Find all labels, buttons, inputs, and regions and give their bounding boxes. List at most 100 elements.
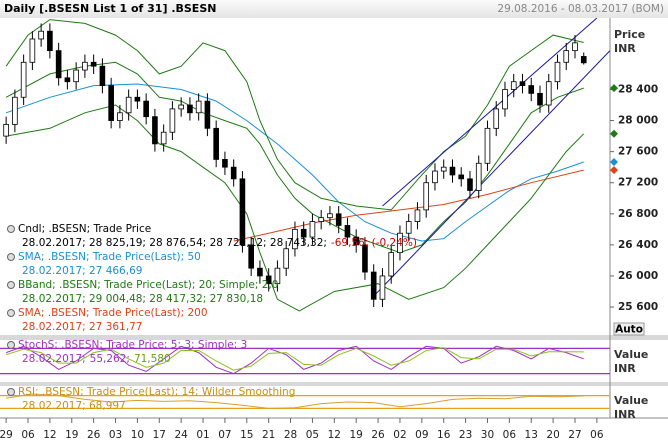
legend-title: SMA; .BSESN; Trade Price(Last); 200 — [18, 307, 208, 319]
legend-title: BBand; .BSESN; Trade Price(Last); 20; Si… — [18, 279, 278, 291]
candle-body — [353, 236, 360, 246]
candle-body — [12, 96, 18, 125]
x-tick-label: 01 — [196, 429, 209, 441]
auto-button[interactable] — [613, 322, 645, 336]
value-axis-title: Price — [614, 28, 645, 41]
indicator-line — [5, 345, 584, 375]
indicator-line — [6, 393, 584, 409]
indicator-panel — [0, 345, 610, 375]
x-tick-label: 10 — [131, 429, 144, 441]
legend-value: 28.02.2017; 29 004,48; 28 417,32; 27 830… — [22, 293, 263, 305]
x-tick-label: 29 — [0, 429, 13, 441]
last-value-marker — [610, 166, 618, 175]
indicator-line — [5, 19, 584, 211]
x-tick-label: 28 — [284, 429, 297, 441]
candle-body — [545, 81, 552, 106]
candle-body — [370, 271, 377, 300]
candle-body — [248, 244, 254, 269]
candle-body — [327, 213, 333, 219]
candle-body — [195, 100, 202, 114]
candle-body — [414, 209, 421, 222]
candle-body — [449, 166, 456, 176]
candle-body — [537, 92, 543, 106]
legend-icon — [7, 281, 15, 289]
x-tick-label: 07 — [218, 429, 231, 441]
candle-body — [405, 221, 412, 234]
indicator-panel — [0, 393, 610, 409]
candle-body — [143, 100, 149, 118]
candle-body — [484, 127, 491, 164]
legend-title: StochS; .BSESN; Trade Price; 5; 3; Simpl… — [18, 339, 247, 351]
candle-body — [528, 85, 535, 94]
candle-body — [29, 38, 36, 63]
indicator-line — [5, 83, 584, 242]
y-tick-label: 28 000 — [618, 115, 658, 127]
y-tick-label: 26 000 — [618, 270, 658, 282]
indicator-line — [233, 169, 584, 242]
price-panel — [3, 18, 610, 312]
candle-body — [274, 267, 281, 285]
legend-icon — [7, 225, 15, 233]
candle-body — [108, 85, 114, 121]
candle-body — [265, 275, 272, 285]
x-tick-label: 13 — [525, 429, 538, 441]
candle-body — [73, 69, 79, 83]
candle-body — [335, 213, 342, 226]
x-tick-label: 19 — [65, 429, 78, 441]
indicator-line — [5, 347, 584, 371]
candle-body — [510, 81, 517, 90]
panel-separator — [0, 382, 668, 386]
candle-body — [169, 108, 176, 133]
auto-label[interactable]: Auto — [615, 324, 643, 336]
legend-title: RSI; .BSESN; Trade Price(Last); 14; Wild… — [18, 386, 295, 398]
legend-icon — [7, 253, 15, 261]
legend-value: 28.02.2017; — [22, 353, 86, 365]
candle-body — [458, 174, 465, 180]
candle-body — [38, 30, 44, 40]
candle-body — [467, 178, 473, 191]
candle-body — [3, 124, 9, 137]
candle-body — [440, 166, 447, 172]
y-tick-label: 25 600 — [618, 301, 658, 313]
candle-body — [379, 275, 386, 300]
value-axis-title: Value — [614, 394, 648, 407]
x-tick-label: 12 — [43, 429, 56, 441]
candle-body — [300, 228, 307, 238]
candle-body — [309, 221, 316, 238]
legend-value: 28.02.2017; 27 466,69 — [22, 265, 142, 277]
candle-body — [563, 50, 570, 63]
value-axis-title: Value — [614, 348, 648, 361]
candle-body — [160, 131, 167, 145]
candle-body — [423, 182, 430, 211]
candle-body — [283, 248, 289, 269]
x-tick-label: 23 — [459, 429, 472, 441]
x-tick-label: 15 — [240, 429, 253, 441]
x-tick-label: 05 — [306, 429, 319, 441]
indicator-line — [5, 61, 584, 254]
candle-body — [55, 50, 62, 79]
candle-body — [230, 166, 237, 180]
candle-body — [213, 127, 219, 160]
y-tick-label: 26 400 — [618, 239, 658, 251]
candle-body — [47, 30, 53, 52]
legend-change: -69,56; (-0,24%) — [331, 237, 417, 249]
candle-body — [493, 108, 500, 129]
x-tick-label: 03 — [109, 429, 122, 441]
candle-body — [125, 96, 132, 114]
candle-body — [554, 61, 561, 83]
last-value-marker — [610, 129, 618, 138]
x-tick-label: 21 — [262, 429, 275, 441]
x-tick-label: 06 — [503, 429, 517, 441]
legend-value-part: 55,262; — [90, 353, 130, 365]
trend-channel-line — [373, 50, 610, 297]
x-tick-label: 20 — [546, 429, 559, 441]
candle-body — [432, 170, 438, 184]
header-range: 29.08.2016 - 08.03.2017 (BOM) — [497, 3, 664, 15]
legend-value: 28.02.2017; 27 361,77 — [22, 321, 142, 333]
candle-body — [99, 65, 106, 86]
trend-channel-line — [382, 18, 598, 207]
x-tick-label: 02 — [393, 429, 406, 441]
candle-body — [20, 61, 27, 98]
x-tick-label: 09 — [415, 429, 428, 441]
